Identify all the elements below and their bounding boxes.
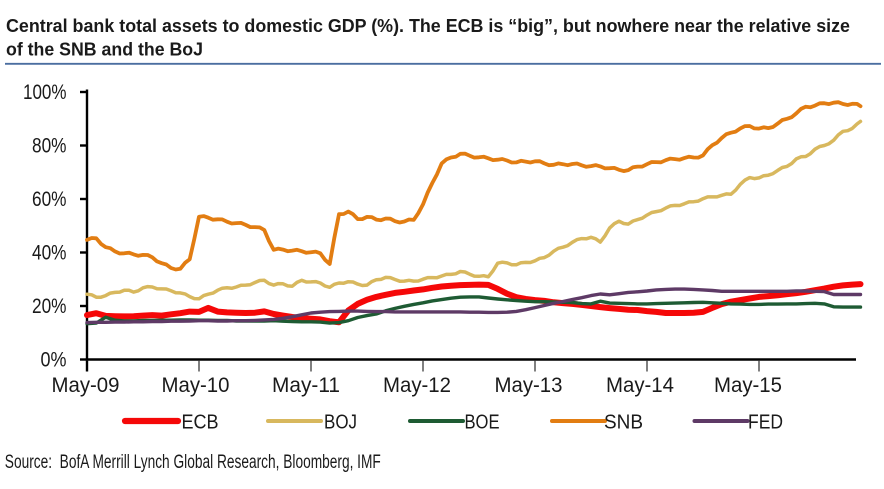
svg-text:BOJ: BOJ [324,411,357,433]
svg-text:80%: 80% [32,134,67,158]
svg-text:May-09: May-09 [52,373,120,397]
svg-text:May-14: May-14 [606,373,674,397]
svg-text:May-11: May-11 [272,373,340,397]
svg-text:40%: 40% [32,241,67,265]
svg-text:60%: 60% [32,187,67,211]
svg-text:SNB: SNB [604,411,643,433]
svg-text:100%: 100% [23,80,67,104]
svg-text:ECB: ECB [182,411,219,433]
svg-text:Source: BofA Merrill Lynch Gl: Source: BofA Merrill Lynch Global Resear… [5,452,381,473]
svg-text:May-13: May-13 [495,373,563,397]
svg-text:BOE: BOE [465,411,500,433]
svg-text:May-10: May-10 [162,373,230,397]
svg-text:of the SNB and the BoJ: of the SNB and the BoJ [6,40,203,60]
svg-text:May-12: May-12 [383,373,451,397]
svg-text:FED: FED [748,411,783,433]
svg-text:May-15: May-15 [714,373,782,397]
svg-text:Central bank total assets to d: Central bank total assets to domestic GD… [6,16,850,36]
svg-text:20%: 20% [32,294,67,318]
svg-text:0%: 0% [41,348,67,372]
